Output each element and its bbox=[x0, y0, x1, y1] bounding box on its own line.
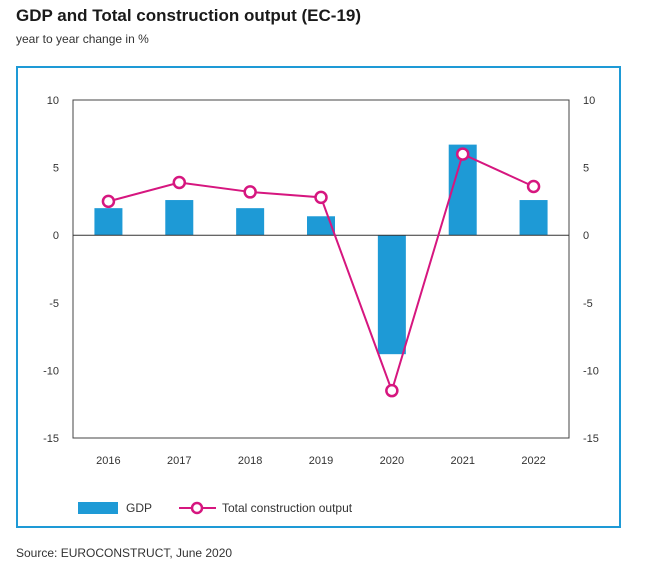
x-tick-label: 2022 bbox=[521, 455, 545, 467]
x-tick-label: 2019 bbox=[309, 455, 333, 467]
construction-line bbox=[101, 147, 541, 398]
x-tick-label: 2020 bbox=[380, 455, 404, 467]
y-tick-label-right: -15 bbox=[583, 433, 599, 445]
plot-area-border bbox=[72, 99, 570, 439]
x-tick-label: 2018 bbox=[238, 455, 262, 467]
x-tick-label: 2016 bbox=[96, 455, 120, 467]
y-tick-label-left: 0 bbox=[53, 230, 59, 242]
y-tick-label-left: 5 bbox=[53, 163, 59, 175]
gdp-bar bbox=[519, 200, 548, 236]
construction-point bbox=[526, 179, 541, 194]
y-tick-label-right: 5 bbox=[583, 163, 589, 175]
source-note: Source: EUROCONSTRUCT, June 2020 bbox=[16, 546, 233, 560]
legend-gdp-label: GDP bbox=[126, 501, 152, 515]
y-tick-label-left: -5 bbox=[49, 298, 59, 310]
construction-point bbox=[385, 383, 399, 398]
legend-construction-label: Total construction output bbox=[222, 501, 353, 515]
gdp-bar bbox=[236, 208, 265, 236]
legend: GDP Total construction output bbox=[78, 501, 353, 515]
construction-point bbox=[101, 194, 116, 209]
chart-subtitle: year to year change in % bbox=[16, 32, 149, 46]
gdp-bar bbox=[94, 208, 123, 236]
x-tick-label: 2021 bbox=[450, 455, 474, 467]
chart-title: GDP and Total construction output (EC-19… bbox=[16, 6, 362, 25]
x-axis: 2016 2017 2018 2019 2020 2021 2022 bbox=[96, 455, 546, 467]
y-tick-label-left: -15 bbox=[43, 433, 59, 445]
y-axis-right: 10 5 0 -5 -10 -15 bbox=[583, 95, 599, 445]
construction-point bbox=[455, 147, 470, 161]
y-tick-label-right: 10 bbox=[583, 95, 595, 107]
gdp-bar bbox=[165, 200, 194, 236]
legend-gdp-swatch bbox=[78, 502, 118, 514]
chart-frame bbox=[16, 66, 621, 528]
plot-border bbox=[72, 99, 570, 439]
y-axis-left: 10 5 0 -5 -10 -15 bbox=[43, 95, 59, 445]
y-tick-label-right: 0 bbox=[583, 230, 589, 242]
y-tick-label-left: -10 bbox=[43, 365, 59, 377]
gdp-bars bbox=[94, 144, 548, 355]
legend-construction-marker bbox=[190, 501, 204, 515]
gdp-bar bbox=[307, 216, 335, 236]
construction-point bbox=[243, 185, 257, 199]
y-tick-label-right: -10 bbox=[583, 365, 599, 377]
y-tick-label-right: -5 bbox=[583, 298, 593, 310]
construction-point bbox=[172, 175, 187, 190]
x-tick-label: 2017 bbox=[167, 455, 191, 467]
y-tick-label-left: 10 bbox=[47, 95, 59, 107]
construction-point bbox=[314, 190, 328, 205]
gdp-bar bbox=[377, 235, 406, 355]
